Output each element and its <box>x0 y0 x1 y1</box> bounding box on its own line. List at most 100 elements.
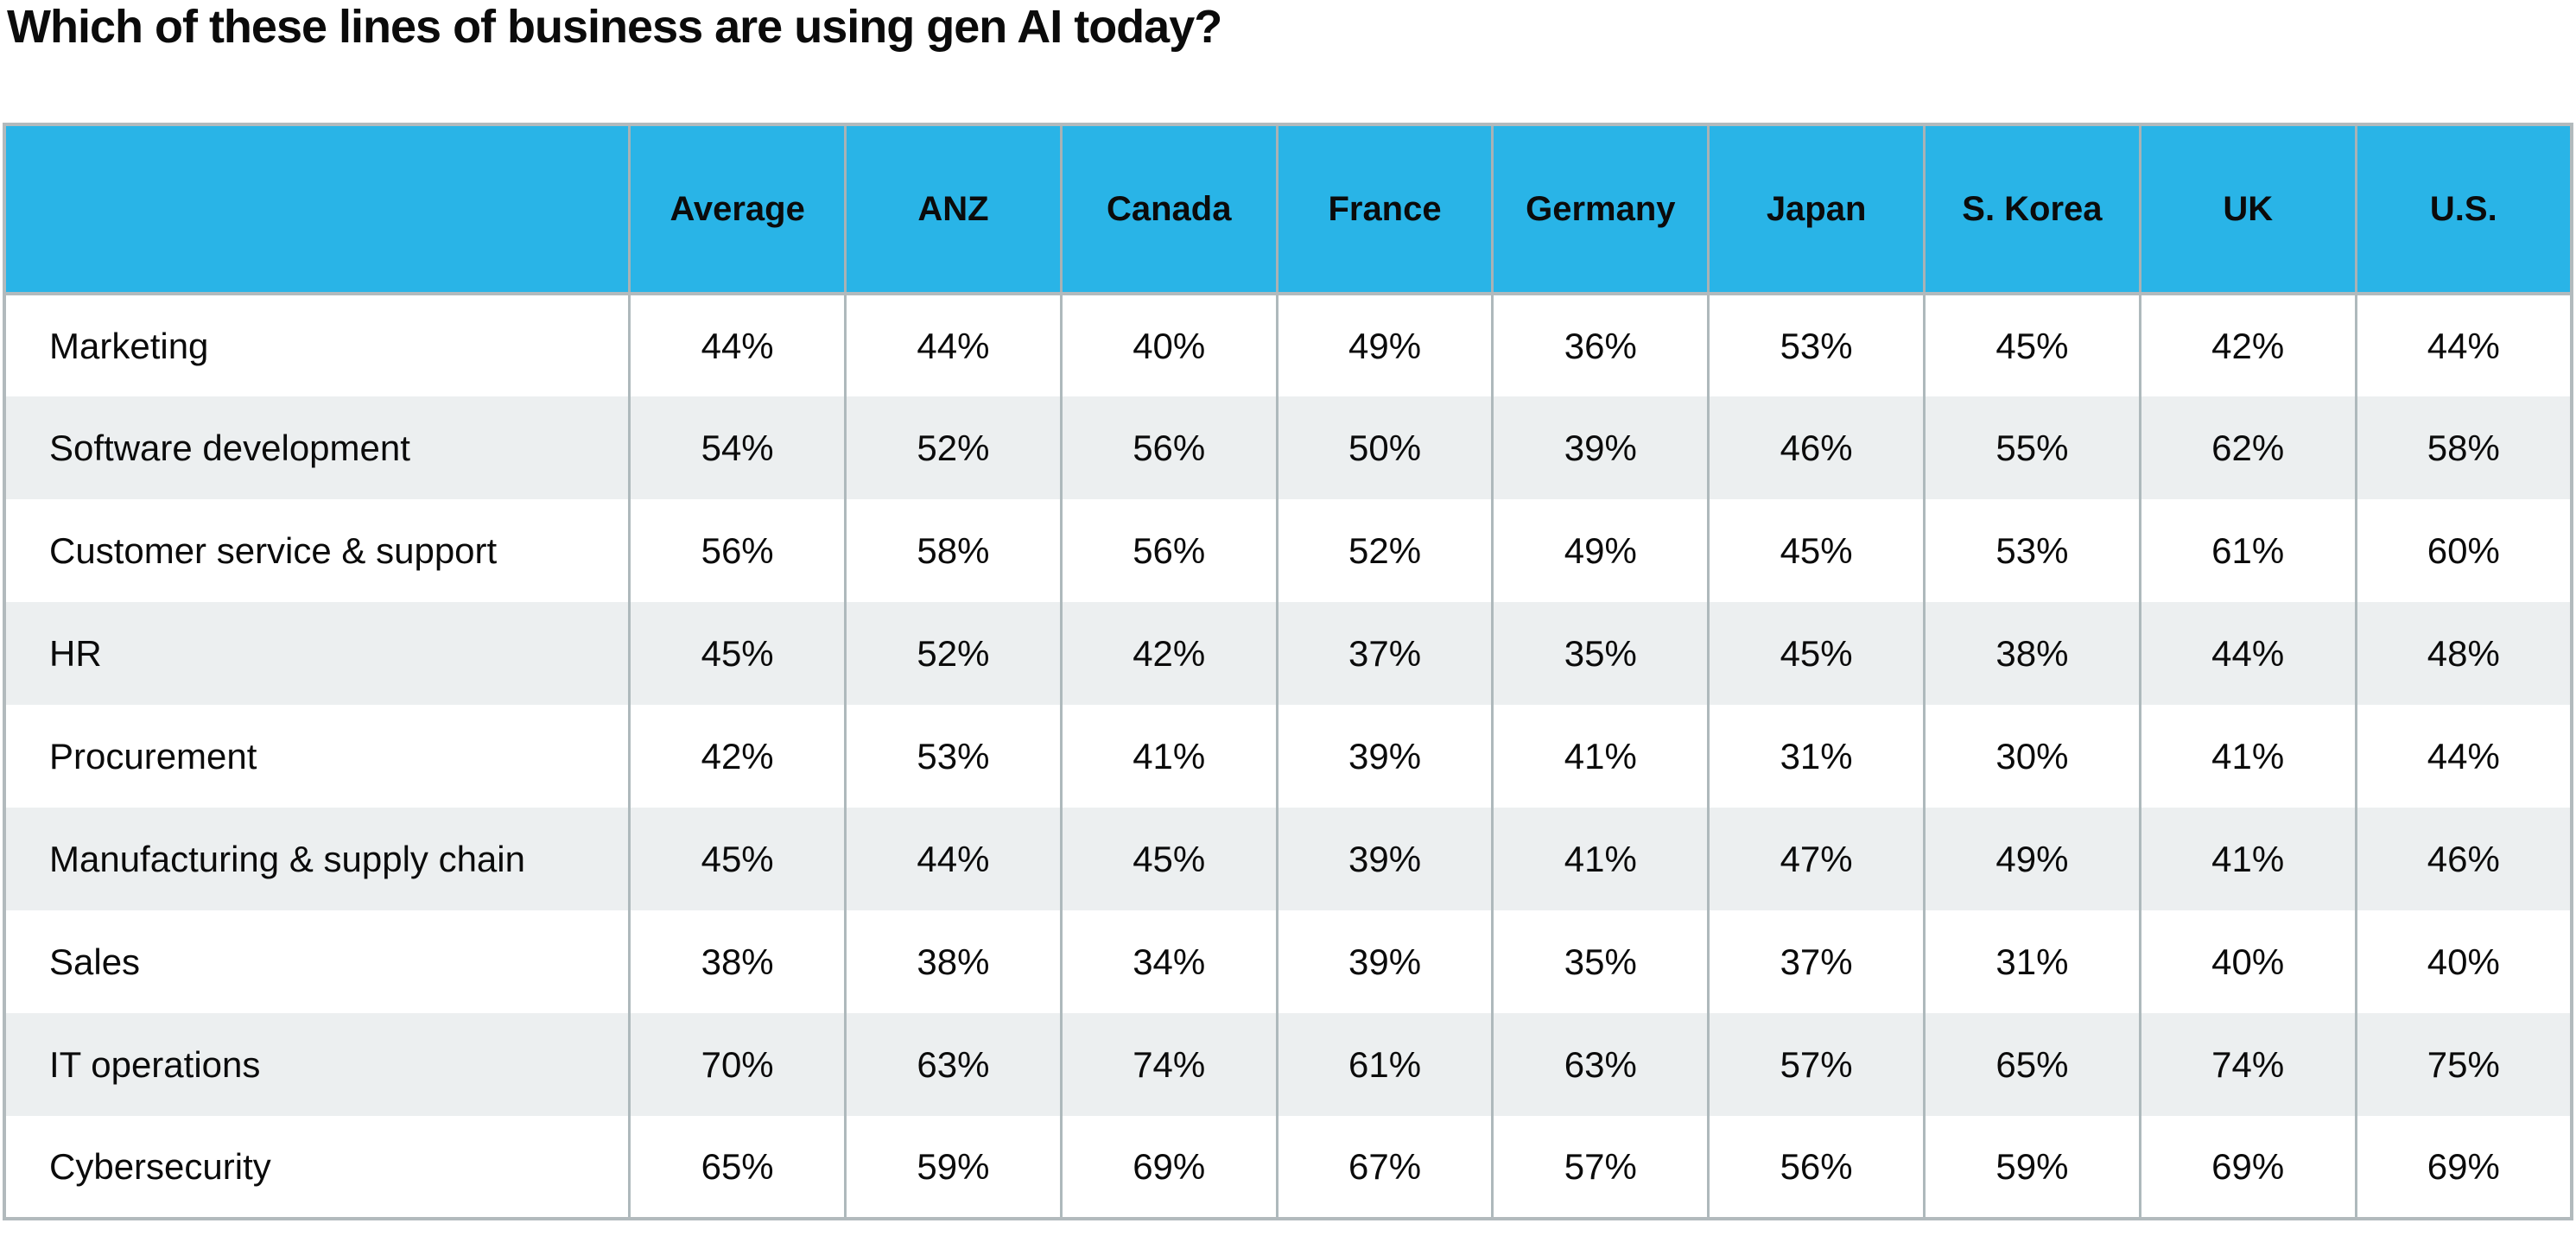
column-header: Germany <box>1491 124 1709 295</box>
column-header: ANZ <box>844 124 1062 295</box>
value-cell: 37% <box>1275 602 1493 705</box>
column-header: Japan <box>1707 124 1925 295</box>
value-cell: 65% <box>628 1116 846 1219</box>
row-label: Manufacturing & supply chain <box>4 808 630 910</box>
table-row: Software development 54% 52% 56% 50% 39% 46% 55… <box>4 396 2572 499</box>
value-cell: 30% <box>1923 705 2141 808</box>
table-row: Marketing 44% 44% 40% 49% 36% 53% 45% 42% 44% <box>4 294 2572 396</box>
value-cell: 50% <box>1275 396 1493 499</box>
value-cell: 36% <box>1491 294 1709 396</box>
value-cell: 44% <box>2354 705 2572 808</box>
value-cell: 46% <box>1707 396 1925 499</box>
value-cell: 44% <box>628 294 846 396</box>
value-cell: 58% <box>844 499 1062 602</box>
value-cell: 67% <box>1275 1116 1493 1219</box>
value-cell: 45% <box>1707 499 1925 602</box>
value-cell: 40% <box>1059 294 1278 396</box>
value-cell: 40% <box>2354 910 2572 1013</box>
column-header: Canada <box>1059 124 1278 295</box>
table-row: IT operations 70% 63% 74% 61% 63% 57% 65% 74% 75% <box>4 1013 2572 1116</box>
value-cell: 45% <box>1707 602 1925 705</box>
value-cell: 54% <box>628 396 846 499</box>
table-row: Manufacturing & supply chain 45% 44% 45% 39%… <box>4 808 2572 910</box>
gen-ai-usage-table: Average ANZ Canada France Germany Japan S. Kor… <box>3 123 2573 1220</box>
column-header: France <box>1275 124 1493 295</box>
value-cell: 52% <box>1275 499 1493 602</box>
value-cell: 46% <box>2354 808 2572 910</box>
value-cell: 49% <box>1491 499 1709 602</box>
row-label: Sales <box>4 910 630 1013</box>
value-cell: 56% <box>1707 1116 1925 1219</box>
value-cell: 39% <box>1491 396 1709 499</box>
value-cell: 69% <box>1059 1116 1278 1219</box>
value-cell: 65% <box>1923 1013 2141 1116</box>
value-cell: 41% <box>1491 705 1709 808</box>
value-cell: 63% <box>844 1013 1062 1116</box>
value-cell: 74% <box>1059 1013 1278 1116</box>
table-row: HR 45% 52% 42% 37% 35% 45% 38% 44% 48% <box>4 602 2572 705</box>
value-cell: 45% <box>628 602 846 705</box>
value-cell: 41% <box>1491 808 1709 910</box>
value-cell: 58% <box>2354 396 2572 499</box>
table-row: Cybersecurity 65% 59% 69% 67% 57% 56% 59% 69% 69% <box>4 1116 2572 1219</box>
table-header-row: Average ANZ Canada France Germany Japan S. Kor… <box>4 124 2572 295</box>
value-cell: 44% <box>2354 294 2572 396</box>
value-cell: 53% <box>1923 499 2141 602</box>
value-cell: 31% <box>1923 910 2141 1013</box>
value-cell: 75% <box>2354 1013 2572 1116</box>
value-cell: 74% <box>2138 1013 2357 1116</box>
table-body: Marketing 44% 44% 40% 49% 36% 53% 45% 42% 44% Soft… <box>4 294 2572 1219</box>
value-cell: 40% <box>2138 910 2357 1013</box>
value-cell: 59% <box>844 1116 1062 1219</box>
row-label: Procurement <box>4 705 630 808</box>
value-cell: 41% <box>2138 705 2357 808</box>
value-cell: 49% <box>1275 294 1493 396</box>
value-cell: 45% <box>1923 294 2141 396</box>
table-row: Customer service & support 56% 58% 56% 52% 49… <box>4 499 2572 602</box>
value-cell: 56% <box>628 499 846 602</box>
value-cell: 38% <box>1923 602 2141 705</box>
value-cell: 39% <box>1275 910 1493 1013</box>
value-cell: 61% <box>1275 1013 1493 1116</box>
value-cell: 34% <box>1059 910 1278 1013</box>
row-label: HR <box>4 602 630 705</box>
value-cell: 45% <box>1059 808 1278 910</box>
value-cell: 70% <box>628 1013 846 1116</box>
column-header: UK <box>2138 124 2357 295</box>
row-label: IT operations <box>4 1013 630 1116</box>
row-label: Marketing <box>4 294 630 396</box>
value-cell: 42% <box>628 705 846 808</box>
value-cell: 45% <box>628 808 846 910</box>
value-cell: 41% <box>1059 705 1278 808</box>
value-cell: 53% <box>1707 294 1925 396</box>
value-cell: 35% <box>1491 602 1709 705</box>
value-cell: 63% <box>1491 1013 1709 1116</box>
value-cell: 39% <box>1275 808 1493 910</box>
value-cell: 69% <box>2138 1116 2357 1219</box>
column-header: Average <box>628 124 846 295</box>
row-label: Cybersecurity <box>4 1116 630 1219</box>
value-cell: 39% <box>1275 705 1493 808</box>
value-cell: 53% <box>844 705 1062 808</box>
value-cell: 52% <box>844 396 1062 499</box>
value-cell: 61% <box>2138 499 2357 602</box>
value-cell: 38% <box>844 910 1062 1013</box>
value-cell: 55% <box>1923 396 2141 499</box>
value-cell: 41% <box>2138 808 2357 910</box>
page-title: Which of these lines of business are usi… <box>7 1 1222 53</box>
table-row: Procurement 42% 53% 41% 39% 41% 31% 30% 41% 44% <box>4 705 2572 808</box>
value-cell: 44% <box>844 808 1062 910</box>
value-cell: 69% <box>2354 1116 2572 1219</box>
value-cell: 44% <box>2138 602 2357 705</box>
value-cell: 56% <box>1059 499 1278 602</box>
value-cell: 37% <box>1707 910 1925 1013</box>
table-row: Sales 38% 38% 34% 39% 35% 37% 31% 40% 40% <box>4 910 2572 1013</box>
value-cell: 57% <box>1491 1116 1709 1219</box>
value-cell: 56% <box>1059 396 1278 499</box>
row-label: Software development <box>4 396 630 499</box>
value-cell: 59% <box>1923 1116 2141 1219</box>
value-cell: 42% <box>1059 602 1278 705</box>
row-label: Customer service & support <box>4 499 630 602</box>
column-header: U.S. <box>2354 124 2572 295</box>
value-cell: 57% <box>1707 1013 1925 1116</box>
